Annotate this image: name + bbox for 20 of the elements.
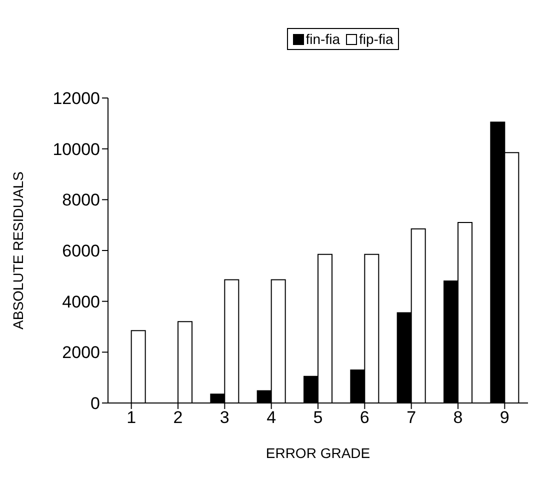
x-tick-label: 2 (173, 408, 183, 428)
x-tick-label: 7 (406, 408, 416, 428)
y-axis-title: ABSOLUTE RESIDUALS (10, 172, 26, 330)
x-tick-label: 6 (360, 408, 370, 428)
x-tick-label: 8 (453, 408, 463, 428)
y-tick-label: 4000 (62, 292, 100, 312)
y-tick-label: 2000 (62, 343, 100, 362)
x-tick-label: 9 (500, 408, 510, 428)
y-tick-label: 8000 (62, 190, 100, 210)
y-tick-label: 6000 (62, 242, 100, 261)
legend-label: fip-fia (359, 31, 394, 47)
y-tick-label: 12000 (52, 89, 100, 108)
x-axis-title: ERROR GRADE (266, 445, 370, 461)
x-tick-label: 1 (126, 408, 136, 428)
y-tick-label: 10000 (52, 140, 100, 159)
x-tick-label: 4 (266, 408, 276, 428)
x-tick-label: 3 (220, 408, 230, 428)
y-tick-label: 0 (90, 394, 100, 414)
x-tick-label: 5 (313, 408, 323, 428)
legend-label: fin-fia (306, 31, 340, 47)
